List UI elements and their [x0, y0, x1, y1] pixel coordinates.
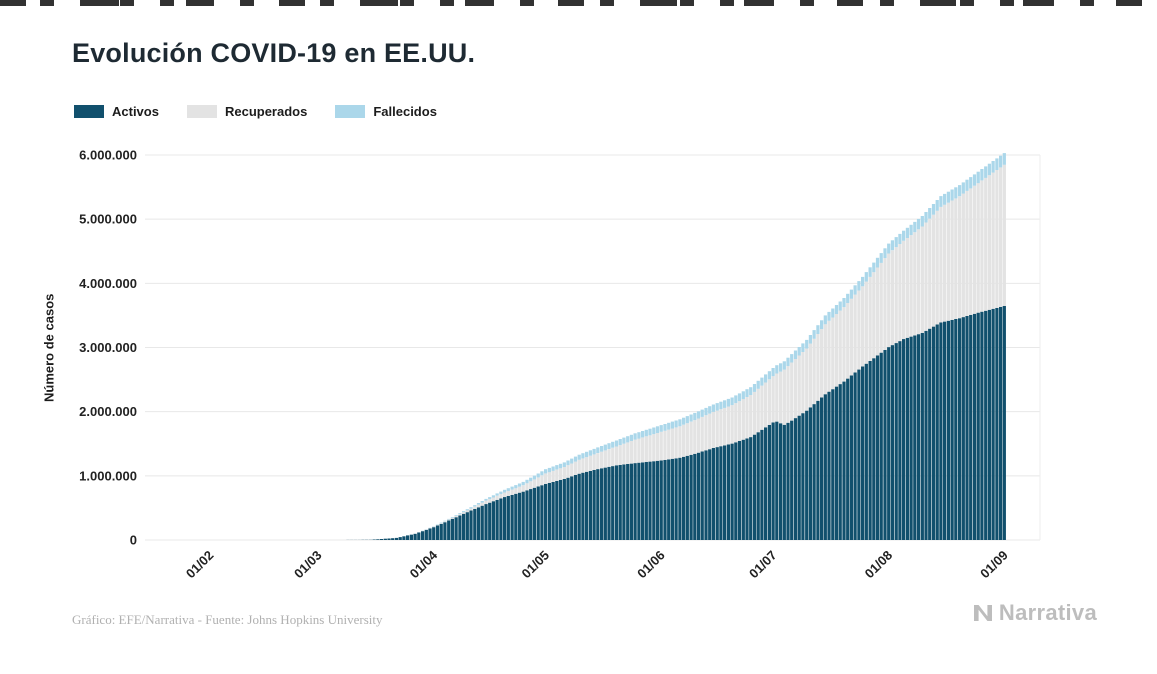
legend-swatch-recuperados [186, 105, 217, 118]
svg-text:01/03: 01/03 [291, 548, 325, 582]
svg-text:01/06: 01/06 [634, 548, 668, 582]
narrativa-logo-text: Narrativa [998, 600, 1097, 625]
legend-item-activos[interactable]: Activos [74, 104, 159, 119]
svg-text:3.000.000: 3.000.000 [79, 340, 137, 355]
source-credit: Gráfico: EFE/Narrativa - Fuente: Johns H… [72, 612, 383, 627]
svg-text:1.000.000: 1.000.000 [79, 468, 137, 483]
svg-text:4.000.000: 4.000.000 [79, 276, 137, 291]
top-edge-marks [0, 0, 1157, 6]
narrativa-logo-icon [973, 605, 992, 621]
y-axis-labels: 0 1.000.000 2.000.000 3.000.000 4.000.000 5.0… [79, 148, 137, 548]
legend-swatch-fallecidos [335, 105, 366, 118]
svg-text:6.000.000: 6.000.000 [79, 148, 137, 163]
x-axis-labels: 01/02 01/03 01/04 01/05 01/06 01/07 01/08 01/09 [183, 547, 1011, 581]
svg-text:01/07: 01/07 [746, 548, 780, 582]
svg-text:01/05: 01/05 [519, 548, 553, 582]
legend-item-fallecidos[interactable]: Fallecidos [335, 104, 437, 119]
bars-fallecidos [402, 153, 1006, 537]
chart-title: Evolución COVID-19 en EE.UU. [72, 38, 476, 68]
narrativa-logo: Narrativa [971, 600, 1097, 626]
svg-text:01/02: 01/02 [183, 548, 217, 582]
legend-label-fallecidos: Fallecidos [373, 104, 437, 119]
svg-text:0: 0 [130, 533, 137, 548]
legend-label-recuperados: Recuperados [224, 104, 308, 119]
chart-legend: Activos Recuperados Fallecidos [74, 104, 465, 119]
legend-label-activos: Activos [112, 104, 159, 119]
bars-recuperados [413, 164, 1006, 534]
svg-text:01/08: 01/08 [862, 548, 896, 582]
svg-text:2.000.000: 2.000.000 [79, 404, 137, 419]
svg-text:01/09: 01/09 [977, 548, 1011, 582]
legend-item-recuperados[interactable]: Recuperados [186, 104, 308, 119]
svg-text:01/04: 01/04 [407, 547, 441, 581]
svg-text:5.000.000: 5.000.000 [79, 212, 137, 227]
legend-swatch-activos [74, 105, 104, 118]
bars-activos [346, 306, 1006, 540]
